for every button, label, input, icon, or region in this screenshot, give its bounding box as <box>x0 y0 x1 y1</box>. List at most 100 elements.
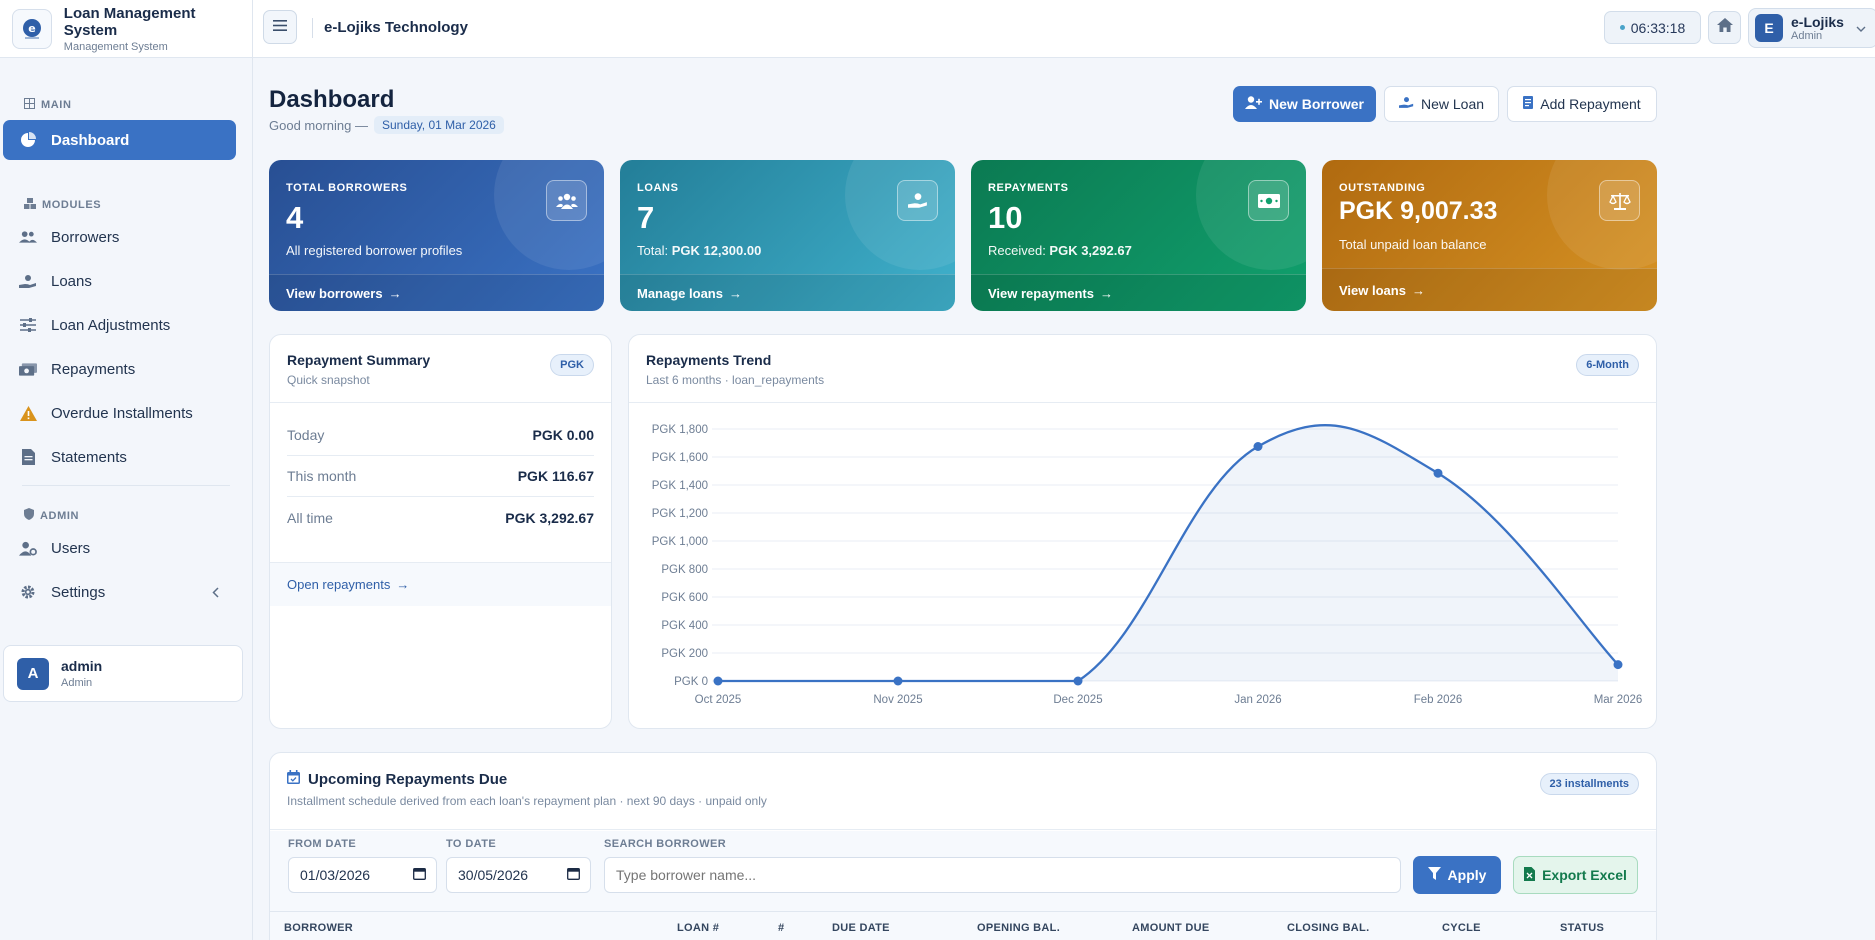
column-header[interactable]: CLOSING BAL. <box>1287 922 1370 934</box>
summary-row-month: This month PGK 116.67 <box>287 456 594 497</box>
stat-sub: Total: PGK 12,300.00 <box>637 243 762 258</box>
data-point <box>1613 660 1623 670</box>
sliders-icon <box>19 318 37 332</box>
repayments-trend-card: Repayments Trend Last 6 months · loan_re… <box>628 334 1657 729</box>
x-tick-label: Oct 2025 <box>695 694 742 706</box>
sidebar-item-label: Loan Adjustments <box>51 316 171 334</box>
brand-subtitle: Management System <box>63 40 168 53</box>
document-icon <box>19 449 37 465</box>
data-point <box>713 676 723 686</box>
new-borrower-button[interactable]: New Borrower <box>1233 86 1376 122</box>
column-header[interactable]: STATUS <box>1560 922 1605 934</box>
stat-sub: All registered borrower profiles <box>286 243 463 258</box>
manage-loans-link[interactable]: Manage loans → <box>620 274 955 311</box>
arrow-right-icon: → <box>396 577 410 592</box>
card-title: Repayment Summary <box>287 352 431 368</box>
view-repayments-link[interactable]: View repayments → <box>971 274 1306 311</box>
menu-toggle-button[interactable] <box>263 10 297 44</box>
stat-sub: Total unpaid loan balance <box>1339 237 1487 252</box>
stat-label: REPAYMENTS <box>988 182 1069 194</box>
gear-icon <box>19 584 37 600</box>
users-icon <box>546 180 587 221</box>
y-tick-label: PGK 600 <box>661 592 708 604</box>
sidebar-item-settings[interactable]: Settings <box>0 572 252 612</box>
pie-chart-icon <box>19 132 37 148</box>
stat-card-repayments: REPAYMENTS 10 Received: PGK 3,292.67 Vie… <box>971 160 1306 311</box>
hand-coin-icon <box>19 274 37 289</box>
shield-icon <box>24 508 34 523</box>
arrow-right-icon: → <box>388 285 402 301</box>
home-button[interactable] <box>1708 11 1741 44</box>
sidebar-item-loan-adjustments[interactable]: Loan Adjustments <box>0 305 252 345</box>
stat-sub: Received: PGK 3,292.67 <box>988 243 1132 258</box>
sidebar-user-card[interactable]: A admin Admin <box>3 645 243 702</box>
sidebar-item-statements[interactable]: Statements <box>0 437 252 477</box>
profile-avatar: E <box>1755 14 1783 42</box>
export-excel-button[interactable]: Export Excel <box>1513 856 1638 894</box>
upcoming-repayments-card: Upcoming Repayments Due Installment sche… <box>269 752 1657 940</box>
apply-button[interactable]: Apply <box>1413 856 1501 894</box>
card-subtitle: Installment schedule derived from each l… <box>287 794 767 808</box>
hand-coin-icon <box>1398 96 1414 112</box>
grid-icon <box>24 98 35 112</box>
search-borrower-label: SEARCH BORROWER <box>604 838 727 850</box>
brand-logo: e <box>12 8 52 49</box>
status-dot-icon <box>1619 25 1625 30</box>
view-borrowers-link[interactable]: View borrowers → <box>269 274 604 311</box>
user-role: Admin <box>61 677 93 689</box>
sidebar-item-users[interactable]: Users <box>0 528 252 568</box>
arrow-right-icon: → <box>728 285 742 301</box>
column-header[interactable]: AMOUNT DUE <box>1132 922 1210 934</box>
from-date-input[interactable]: 01/03/2026 <box>288 857 437 893</box>
user-name: admin <box>61 658 103 674</box>
y-tick-label: PGK 1,200 <box>652 508 708 520</box>
view-loans-link[interactable]: View loans → <box>1322 268 1657 311</box>
sidebar-item-dashboard[interactable]: Dashboard <box>3 120 236 160</box>
chevron-left-icon[interactable] <box>212 585 219 602</box>
profile-name: e-Lojiks <box>1791 14 1844 30</box>
org-name: e-Lojiks Technology <box>324 19 468 36</box>
sidebar-item-overdue-installments[interactable]: Overdue Installments <box>0 393 252 433</box>
svg-text:e: e <box>28 22 35 35</box>
sidebar: e Loan Management System Management Syst… <box>0 0 253 940</box>
sidebar-item-borrowers[interactable]: Borrowers <box>0 217 252 257</box>
stat-label: OUTSTANDING <box>1339 182 1426 194</box>
add-repayment-button[interactable]: Add Repayment <box>1507 86 1657 122</box>
column-header[interactable]: DUE DATE <box>832 922 890 934</box>
currency-badge: PGK <box>550 354 594 376</box>
stat-value: 4 <box>286 200 304 235</box>
sidebar-item-label: Statements <box>51 448 127 466</box>
y-tick-label: PGK 800 <box>661 564 708 576</box>
area-fill <box>718 425 1618 681</box>
calendar-icon <box>413 867 426 883</box>
sidebar-item-loans[interactable]: Loans <box>0 261 252 301</box>
cubes-icon <box>24 198 36 212</box>
clock: 06:33:18 <box>1604 11 1701 44</box>
topbar: e-Lojiks Technology 06:33:18 E e-Lojiks … <box>253 0 1875 58</box>
column-header[interactable]: LOAN # <box>677 922 720 934</box>
column-header[interactable]: # <box>778 922 785 934</box>
card-subtitle: Last 6 months · loan_repayments <box>646 373 825 387</box>
stat-card-loans: LOANS 7 Total: PGK 12,300.00 Manage loan… <box>620 160 955 311</box>
data-point <box>1253 442 1263 451</box>
column-header[interactable]: CYCLE <box>1442 922 1481 934</box>
money-icon <box>19 362 37 376</box>
open-repayments-link[interactable]: Open repayments → <box>270 562 611 606</box>
excel-file-icon <box>1524 866 1536 884</box>
warning-icon <box>19 405 37 421</box>
sidebar-item-repayments[interactable]: Repayments <box>0 349 252 389</box>
y-tick-label: PGK 1,000 <box>652 536 708 548</box>
profile-menu[interactable]: E e-Lojiks Admin <box>1748 8 1875 48</box>
sidebar-item-label: Overdue Installments <box>51 404 193 422</box>
y-tick-label: PGK 0 <box>674 676 708 688</box>
to-date-input[interactable]: 30/05/2026 <box>446 857 591 893</box>
x-tick-label: Feb 2026 <box>1414 694 1463 706</box>
data-point <box>893 676 903 686</box>
from-date-label: FROM DATE <box>288 838 357 850</box>
new-loan-button[interactable]: New Loan <box>1384 86 1499 122</box>
stat-value: 7 <box>637 200 655 235</box>
search-borrower-input[interactable] <box>604 857 1401 893</box>
column-header[interactable]: OPENING BAL. <box>977 922 1061 934</box>
user-plus-icon <box>1245 96 1263 112</box>
column-header[interactable]: BORROWER <box>284 922 354 934</box>
